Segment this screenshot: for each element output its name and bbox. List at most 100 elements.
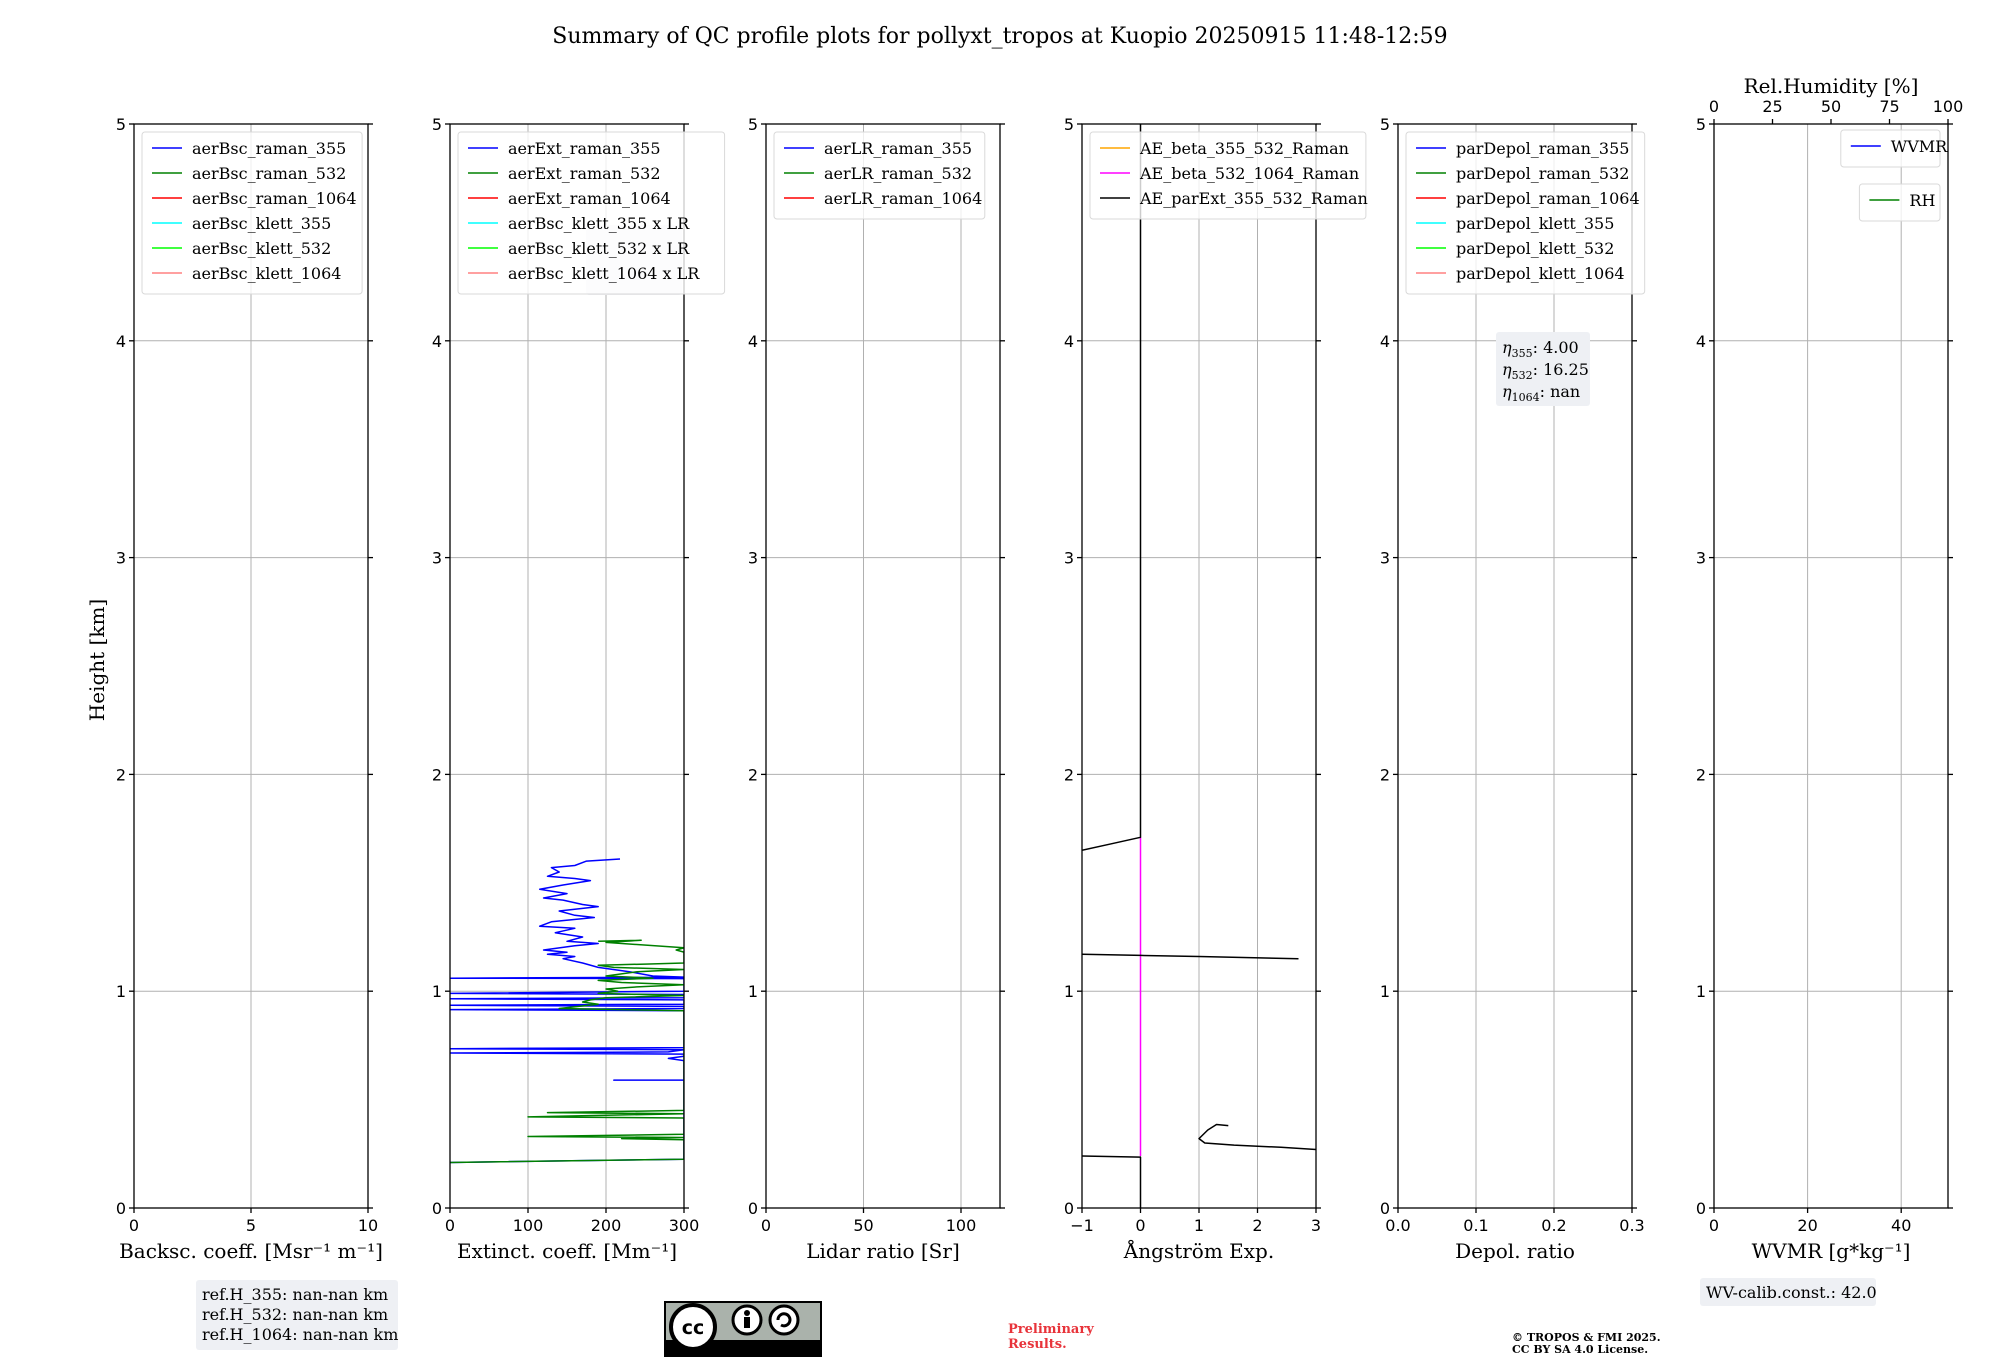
y-tick-label: 5 [432,115,442,134]
x-axis-label: Depol. ratio [1455,1239,1575,1263]
y-tick-label: 4 [1696,332,1706,351]
ref-height-text: ref.H_1064: nan-nan km [202,1325,398,1344]
legend-label: aerLR_raman_355 [824,139,972,158]
top-x-tick-label: 50 [1821,97,1841,116]
legend-label: aerExt_raman_355 [508,139,661,158]
x-tick-label: 0 [445,1216,455,1235]
legend-label: RH [1909,191,1935,210]
legend: parDepol_raman_355 parDepol_raman_532 parD… [1405,131,1646,295]
axes-frame [1397,123,1633,1209]
x-tick-label: 100 [513,1216,544,1235]
legend-frame [1840,129,1941,168]
legend-label: aerBsc_klett_1064 [192,264,341,283]
legend-frame [1089,131,1367,220]
y-tick-label: 3 [1696,549,1706,568]
x-tick-label: 300 [669,1216,700,1235]
y-tick-label: 2 [1696,765,1706,784]
eta-symbol: η [1502,360,1512,379]
x-tick-label: 0 [761,1216,771,1235]
wv-calib-text: WV-calib.const.: 42.0 [1706,1283,1877,1302]
y-tick-label: 5 [1696,115,1706,134]
x-tick-label: 0.2 [1541,1216,1566,1235]
series-line [1082,1155,1142,1208]
x-axis-label: Lidar ratio [Sr] [806,1239,960,1263]
x-tick-label: 40 [1891,1216,1911,1235]
top-x-tick-label: 75 [1879,97,1899,116]
top-axis-label: Rel.Humidity [%] [1744,74,1919,98]
y-tick-label: 5 [1064,115,1074,134]
series-group [1082,124,1316,1208]
legend-label: AE_parExt_355_532_Raman [1139,189,1368,208]
panel-depol: 0 1 2 3 4 5 0.0 0.1 0.2 0.3 Depol. ratio parDepol_r… [1380,115,1646,1263]
eta-value: η355: 4.00 [1502,338,1579,360]
x-tick-label: −1 [1070,1216,1094,1235]
legend-label: aerLR_raman_532 [824,164,972,183]
series-line [1082,124,1142,852]
legend-label: aerBsc_klett_532 x LR [508,239,690,258]
y-tick-label: 0 [1064,1199,1074,1218]
eta-subscript: 1064 [1512,391,1540,404]
legend-label: parDepol_klett_532 [1456,239,1614,258]
legend-label: aerBsc_klett_355 [192,214,331,233]
x-axis-label: Ångström Exp. [1123,1238,1274,1263]
legend-frame [1405,131,1646,295]
x-tick-label: 20 [1797,1216,1817,1235]
y-tick-label: 1 [116,982,126,1001]
series-line [450,858,684,1164]
legend-frame [773,131,986,220]
y-tick-label: 0 [748,1199,758,1218]
legend-frame [1858,183,1941,222]
legend: aerExt_raman_355 aerExt_raman_532 aerExt_r… [457,131,726,295]
y-tick-label: 1 [432,982,442,1001]
legend: aerBsc_raman_355 aerBsc_raman_532 aerBsc_r… [141,131,363,295]
y-tick-label: 0 [116,1199,126,1218]
by-person-body [744,1317,750,1328]
y-tick-label: 3 [432,549,442,568]
cc-logo-text: cc [682,1317,705,1339]
ref-height-box [196,1280,398,1350]
x-tick-label: 5 [246,1216,256,1235]
legend: WVMR [1840,129,1948,168]
eta-value: η1064: nan [1502,382,1580,404]
ref-height-text: ref.H_355: nan-nan km [202,1285,388,1304]
badge-sa-label: SA [776,1343,793,1356]
eta-box [1496,332,1590,406]
top-x-tick-label: 100 [1933,97,1964,116]
x-tick-label: 10 [358,1216,378,1235]
y-tick-label: 3 [1064,549,1074,568]
legend-label: aerBsc_klett_532 [192,239,331,258]
y-tick-label: 2 [116,765,126,784]
license-badge: cc BY SA [664,1301,822,1357]
legend-label: aerLR_raman_1064 [824,189,982,208]
copyright-text: © TROPOS & FMI 2025. [1512,1331,1661,1344]
x-axis-label: WVMR [g*kg⁻¹] [1752,1239,1911,1263]
y-tick-label: 0 [1380,1199,1390,1218]
x-tick-label: 0.0 [1385,1216,1410,1235]
y-tick-label: 1 [748,982,758,1001]
x-axis-label: Extinct. coeff. [Mm⁻¹] [457,1239,677,1263]
panel-bsc: 0 1 2 3 4 5 0 5 10 Backsc. coeff. [Msr⁻¹ m⁻¹] aerB… [116,115,383,1263]
y-tick-label: 3 [748,549,758,568]
series-line [450,939,684,1164]
legend-label: parDepol_raman_532 [1456,164,1629,183]
y-tick-label: 5 [1380,115,1390,134]
x-axis-label: Backsc. coeff. [Msr⁻¹ m⁻¹] [119,1239,383,1263]
y-tick-label: 5 [748,115,758,134]
y-tick-label: 2 [1380,765,1390,784]
badge-by-label: BY [739,1343,756,1356]
y-axis-label: Height [km] [85,599,109,721]
sa-arrow [776,1312,792,1328]
y-tick-label: 4 [432,332,442,351]
y-tick-label: 0 [1696,1199,1706,1218]
y-tick-label: 4 [116,332,126,351]
axes-frame [1713,123,1949,1209]
legend-label: AE_beta_532_1064_Raman [1139,164,1359,183]
series-group [450,858,684,1164]
legend: RH [1858,183,1941,222]
legend-label: aerBsc_raman_355 [192,139,346,158]
eta-value: η532: 16.25 [1502,360,1589,382]
